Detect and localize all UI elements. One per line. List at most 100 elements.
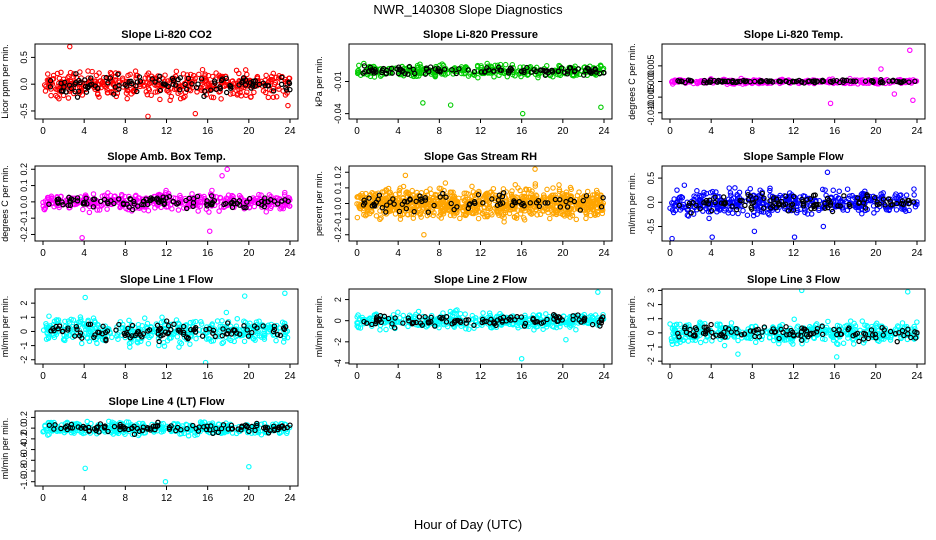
y-tick-label: -0.5 <box>646 219 656 235</box>
data-point <box>202 78 208 85</box>
y-tick-label: -0.010 <box>646 100 656 126</box>
data-point <box>850 341 857 347</box>
data-point <box>418 214 424 220</box>
reference-point <box>84 201 90 207</box>
data-point <box>415 308 422 315</box>
data-point <box>141 315 148 321</box>
y-tick-label: 0.0 <box>19 196 29 209</box>
reference-point <box>437 194 443 200</box>
data-point <box>174 334 181 340</box>
data-point <box>114 333 120 339</box>
data-point <box>281 202 288 209</box>
data-point <box>531 327 537 333</box>
reference-point <box>563 198 569 205</box>
data-point <box>802 209 808 216</box>
data-point <box>214 318 221 324</box>
data-point <box>405 323 411 330</box>
data-point <box>61 336 68 342</box>
outlier-point <box>420 100 426 106</box>
data-point <box>819 205 826 211</box>
reference-point <box>443 319 450 325</box>
data-point <box>825 318 831 325</box>
data-point <box>409 187 415 194</box>
reference-point <box>66 82 73 89</box>
reference-point <box>265 83 272 89</box>
data-point <box>128 91 135 97</box>
y-tick-label: 0.2 <box>333 166 343 179</box>
data-point <box>242 67 249 73</box>
reference-point <box>751 78 758 85</box>
reference-point <box>697 206 703 212</box>
reference-point <box>577 207 584 213</box>
reference-point <box>837 203 843 209</box>
data-point <box>450 310 456 316</box>
data-point <box>53 331 60 338</box>
reference-point <box>279 74 285 81</box>
figure-title: NWR_140308 Slope Diagnostics <box>373 2 563 17</box>
outlier-point <box>219 173 225 179</box>
y-axis-label: degrees C per min. <box>627 43 637 120</box>
reference-point <box>564 71 571 77</box>
reference-point <box>676 202 683 209</box>
data-point <box>593 194 600 201</box>
reference-point <box>231 197 237 204</box>
data-point <box>244 89 250 95</box>
reference-point <box>906 79 912 85</box>
y-tick-label: -0.2 <box>19 227 29 243</box>
data-point <box>672 330 678 336</box>
reference-point <box>148 195 154 201</box>
reference-point <box>113 327 119 333</box>
reference-point <box>901 78 907 84</box>
reference-point <box>374 314 380 320</box>
reference-point <box>512 317 518 323</box>
data-point <box>273 337 279 344</box>
x-tick-label: 0 <box>40 126 46 137</box>
data-point <box>583 215 589 222</box>
x-tick-label: 16 <box>202 248 214 259</box>
data-point <box>543 311 549 317</box>
reference-point <box>471 322 477 328</box>
reference-point <box>105 79 111 86</box>
reference-point <box>209 200 215 207</box>
reference-point <box>830 78 837 84</box>
data-point <box>714 321 720 327</box>
data-point <box>203 336 210 342</box>
data-point <box>765 210 771 217</box>
data-point <box>146 334 153 341</box>
data-point <box>443 321 450 327</box>
reference-point <box>876 201 882 207</box>
data-point <box>102 323 109 329</box>
data-point <box>195 202 201 208</box>
reference-point <box>880 196 887 202</box>
outlier-point <box>595 289 601 295</box>
reference-point <box>383 202 390 208</box>
reference-point <box>54 197 60 203</box>
reference-point <box>598 317 605 323</box>
data-point <box>126 317 132 324</box>
reference-point <box>125 325 131 332</box>
data-point <box>446 207 452 214</box>
reference-point <box>280 325 287 331</box>
reference-point <box>471 68 478 75</box>
data-point <box>366 210 373 217</box>
data-point <box>568 186 574 193</box>
reference-point <box>152 79 158 85</box>
x-tick-label: 0 <box>667 248 673 259</box>
data-point <box>400 183 407 190</box>
x-tick-label: 4 <box>81 248 87 259</box>
x-tick-label: 8 <box>437 371 443 382</box>
reference-point <box>707 79 714 85</box>
reference-point <box>888 202 894 208</box>
y-tick-label: 0 <box>333 318 343 323</box>
data-point <box>177 339 183 345</box>
reference-point <box>271 323 278 329</box>
data-point <box>509 188 515 194</box>
reference-point <box>589 321 596 328</box>
data-point <box>465 191 471 197</box>
reference-point <box>422 71 429 77</box>
reference-point <box>73 323 79 330</box>
reference-point <box>906 197 912 204</box>
panel-3: Slope Li-820 Temp.degrees C per min.0 4 8 1… <box>627 29 926 137</box>
reference-point <box>59 199 65 205</box>
